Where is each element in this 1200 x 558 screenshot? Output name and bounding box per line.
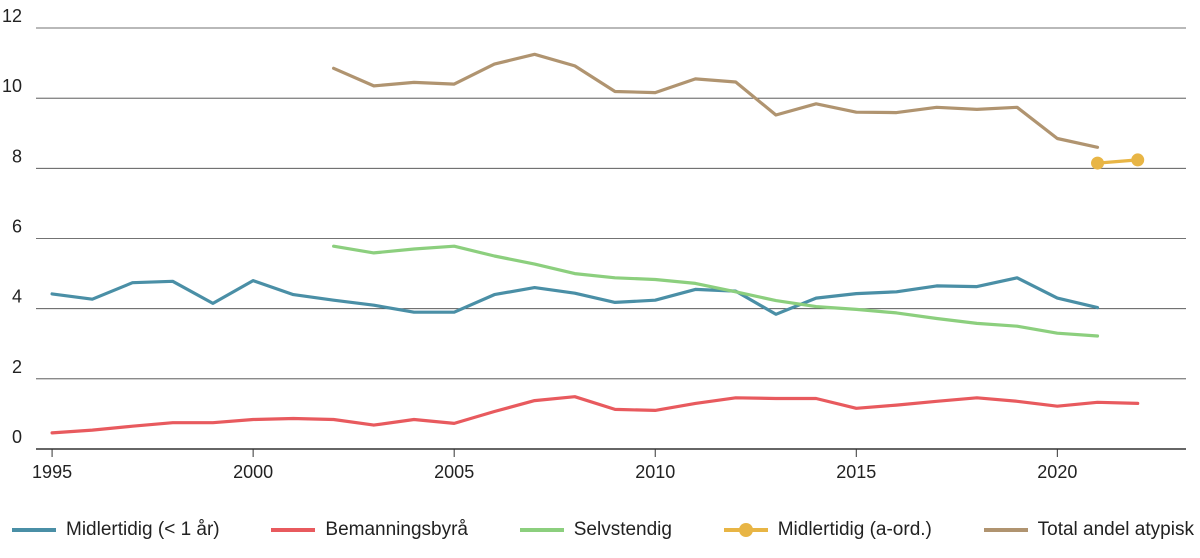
x-tick-label: 2020 <box>1037 462 1077 482</box>
series-line-0 <box>50 276 1100 316</box>
line-chart: 0 2 4 6 8 10 12 1995 2000 2005 2010 2015 2020 <box>2 6 1186 482</box>
y-tick-label: 6 <box>12 217 22 237</box>
y-tick-label: 4 <box>12 287 22 307</box>
x-tick-label: 2000 <box>233 462 273 482</box>
series-lines <box>50 52 1145 435</box>
legend: Midlertidig (< 1 år) Bemanningsbyrå Selvst… <box>0 510 1200 550</box>
y-tick-label: 2 <box>12 357 22 377</box>
data-point <box>1091 156 1105 170</box>
x-tick-label: 2010 <box>635 462 675 482</box>
legend-swatch <box>723 523 768 537</box>
y-tick-label: 10 <box>2 76 22 96</box>
series-line-3 <box>1095 158 1140 165</box>
legend-item: Total andel atypisk <box>983 519 1194 541</box>
y-tick-label: 12 <box>2 6 22 26</box>
series-line-1 <box>50 395 1140 435</box>
x-tick-label: 2005 <box>434 462 474 482</box>
legend-swatch <box>271 528 316 532</box>
legend-label: Midlertidig (< 1 år) <box>66 519 220 540</box>
data-point <box>1131 153 1145 167</box>
legend-item: Bemanningsbyrå <box>271 519 468 541</box>
series-line-2 <box>332 244 1100 338</box>
legend-item: Midlertidig (a-ord.) <box>723 519 932 541</box>
legend-label: Midlertidig (a-ord.) <box>777 519 932 540</box>
y-tick-label: 8 <box>12 146 22 166</box>
x-tick-label: 1995 <box>32 462 72 482</box>
x-tick-label: 2015 <box>836 462 876 482</box>
legend-marker <box>738 523 753 537</box>
legend-item: Selvstendig <box>519 519 672 541</box>
legend-label: Total andel atypisk <box>1037 519 1194 540</box>
legend-label: Selvstendig <box>573 519 672 540</box>
legend-swatch <box>12 528 56 532</box>
legend-item: Midlertidig (< 1 år) <box>12 519 220 541</box>
legend-label: Bemanningsbyrå <box>325 519 468 540</box>
legend-swatch <box>983 528 1028 532</box>
gridlines <box>36 27 1186 450</box>
series-line-4 <box>332 52 1100 149</box>
x-axis: 1995 2000 2005 2010 2015 2020 <box>32 449 1077 482</box>
legend-swatch <box>519 528 564 532</box>
y-tick-label: 0 <box>12 427 22 447</box>
y-axis: 0 2 4 6 8 10 12 <box>2 6 22 447</box>
